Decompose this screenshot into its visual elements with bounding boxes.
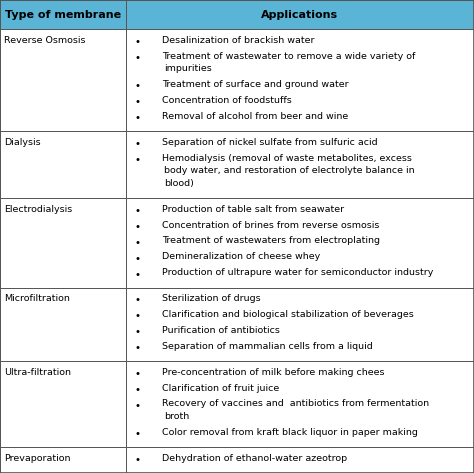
Text: broth: broth: [164, 412, 190, 421]
Text: Concentration of brines from reverse osmosis: Concentration of brines from reverse osm…: [162, 220, 379, 229]
Text: Purification of antibiotics: Purification of antibiotics: [162, 326, 280, 335]
Text: Separation of mammalian cells from a liquid: Separation of mammalian cells from a liq…: [162, 342, 373, 351]
Text: •: •: [135, 343, 141, 353]
Text: •: •: [135, 139, 141, 149]
Text: •: •: [135, 155, 141, 165]
Bar: [0, 198, 126, 288]
Text: Concentration of foodstuffs: Concentration of foodstuffs: [162, 96, 292, 105]
Text: Demineralization of cheese whey: Demineralization of cheese whey: [162, 253, 320, 262]
Text: Clarification and biological stabilization of beverages: Clarification and biological stabilizati…: [162, 310, 413, 319]
Text: •: •: [135, 238, 141, 248]
Text: Reverse Osmosis: Reverse Osmosis: [4, 36, 86, 45]
Text: impurities: impurities: [164, 64, 212, 73]
Text: Production of table salt from seawater: Production of table salt from seawater: [162, 205, 344, 214]
Bar: [0, 447, 126, 473]
Text: •: •: [135, 270, 141, 280]
Text: •: •: [135, 37, 141, 47]
Text: Removal of alcohol from beer and wine: Removal of alcohol from beer and wine: [162, 112, 348, 121]
Bar: [126, 288, 474, 361]
Text: Electrodialysis: Electrodialysis: [4, 205, 73, 214]
Bar: [126, 29, 474, 131]
Text: Dialysis: Dialysis: [4, 138, 41, 147]
Bar: [0, 361, 126, 447]
Text: •: •: [135, 53, 141, 63]
Bar: [126, 131, 474, 198]
Text: •: •: [135, 369, 141, 379]
Text: •: •: [135, 401, 141, 411]
Text: •: •: [135, 385, 141, 395]
Text: •: •: [135, 455, 141, 465]
Bar: [0, 131, 126, 198]
Text: Treatment of wastewaters from electroplating: Treatment of wastewaters from electropla…: [162, 236, 380, 245]
Text: Sterilization of drugs: Sterilization of drugs: [162, 294, 260, 303]
Bar: [126, 361, 474, 447]
Text: Recovery of vaccines and  antibiotics from fermentation: Recovery of vaccines and antibiotics fro…: [162, 400, 429, 409]
Text: Desalinization of brackish water: Desalinization of brackish water: [162, 36, 314, 45]
Bar: [0, 288, 126, 361]
Text: Treatment of wastewater to remove a wide variety of: Treatment of wastewater to remove a wide…: [162, 52, 415, 61]
Text: body water, and restoration of electrolyte balance in: body water, and restoration of electroly…: [164, 166, 415, 175]
Bar: [126, 0, 474, 29]
Text: blood): blood): [164, 179, 194, 188]
Bar: [126, 447, 474, 473]
Text: Clarification of fruit juice: Clarification of fruit juice: [162, 384, 279, 393]
Text: Production of ultrapure water for semiconductor industry: Production of ultrapure water for semico…: [162, 268, 433, 277]
Text: Treatment of surface and ground water: Treatment of surface and ground water: [162, 80, 348, 89]
Text: •: •: [135, 327, 141, 337]
Text: Prevaporation: Prevaporation: [4, 454, 71, 463]
Bar: [126, 198, 474, 288]
Text: Color removal from kraft black liquor in paper making: Color removal from kraft black liquor in…: [162, 428, 418, 437]
Text: Type of membrane: Type of membrane: [5, 9, 121, 19]
Text: Microfiltration: Microfiltration: [4, 294, 70, 303]
Text: •: •: [135, 206, 141, 216]
Text: Separation of nickel sulfate from sulfuric acid: Separation of nickel sulfate from sulfur…: [162, 138, 377, 147]
Bar: [0, 0, 126, 29]
Text: •: •: [135, 81, 141, 91]
Text: Applications: Applications: [261, 9, 338, 19]
Text: •: •: [135, 97, 141, 107]
Text: •: •: [135, 296, 141, 306]
Text: •: •: [135, 429, 141, 439]
Bar: [0, 29, 126, 131]
Text: •: •: [135, 222, 141, 232]
Text: •: •: [135, 113, 141, 123]
Text: Dehydration of ethanol-water azeotrop: Dehydration of ethanol-water azeotrop: [162, 454, 347, 463]
Text: •: •: [135, 311, 141, 321]
Text: Hemodialysis (removal of waste metabolites, excess: Hemodialysis (removal of waste metabolit…: [162, 154, 411, 163]
Text: •: •: [135, 254, 141, 263]
Text: Pre-concentration of milk before making chees: Pre-concentration of milk before making …: [162, 368, 384, 377]
Text: Ultra-filtration: Ultra-filtration: [4, 368, 71, 377]
